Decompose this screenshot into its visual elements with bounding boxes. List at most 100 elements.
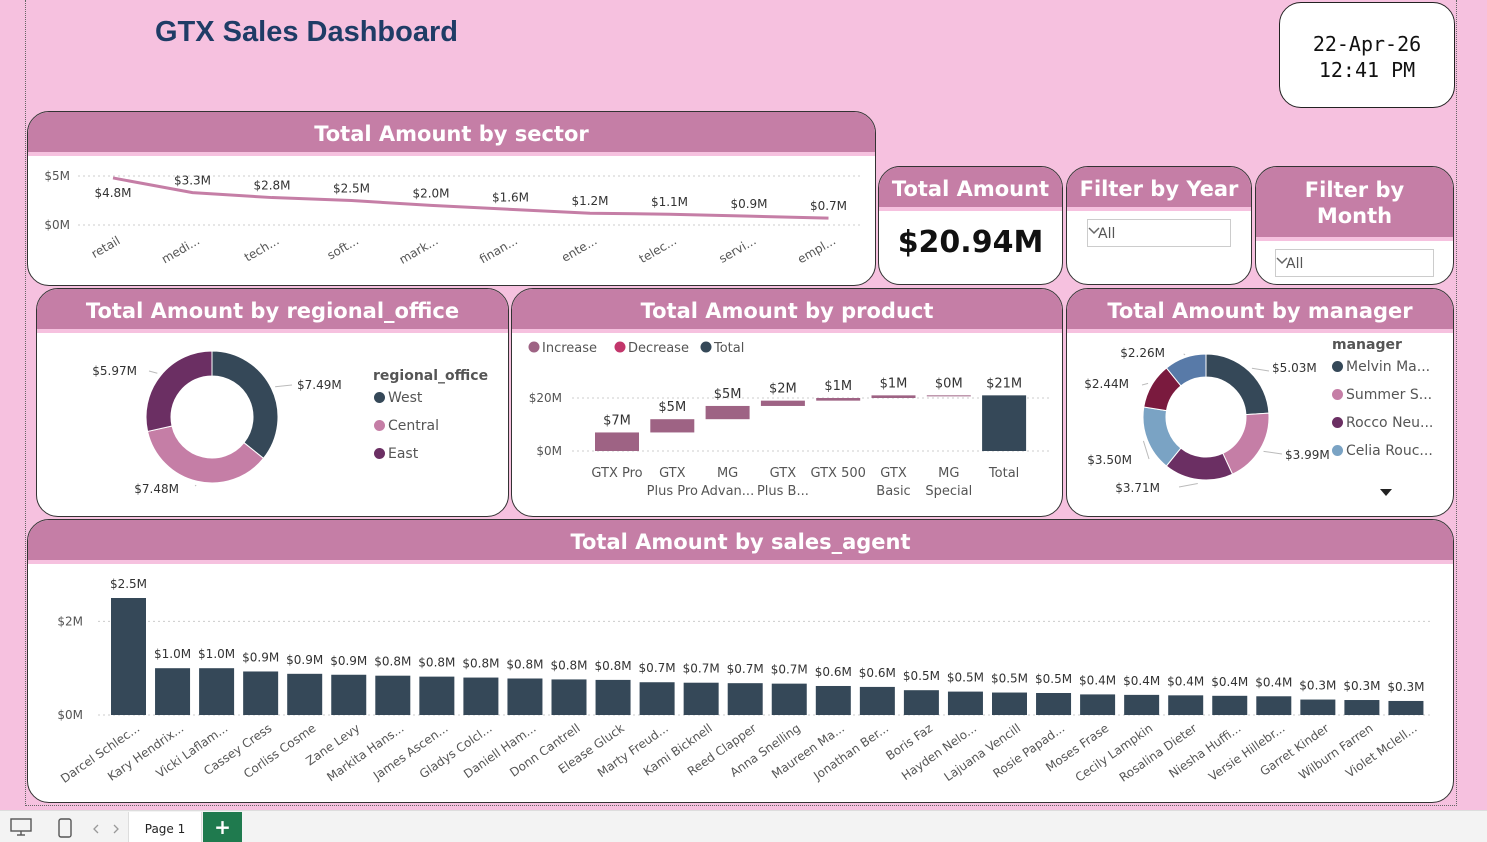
desktop-view-icon[interactable] <box>10 818 32 836</box>
month-dropdown[interactable]: All <box>1275 249 1434 277</box>
x-tick-label: servi... <box>716 233 758 265</box>
sector-chart-title: Total Amount by sector <box>28 112 875 156</box>
data-label: $5M <box>658 400 686 415</box>
manager-legend-item[interactable]: Rocco Neu... <box>1332 415 1433 431</box>
x-tick-label: finan... <box>477 233 520 266</box>
x-tick-label: mark... <box>397 233 441 266</box>
leader-line <box>275 384 293 388</box>
manager-chart-title: Total Amount by manager <box>1067 289 1453 333</box>
slice-label: $5.03M <box>1272 361 1317 375</box>
month-filter-title: Filter by Month <box>1256 167 1453 241</box>
x-tick-label: GTX Pro <box>591 466 642 481</box>
agent-bar <box>1080 694 1116 715</box>
sales-agent-chart-card[interactable]: Total Amount by sales_agent $2M $0M $2.5M D… <box>27 519 1454 803</box>
data-label: $0.4M <box>1167 674 1204 688</box>
agent-bar <box>199 668 235 715</box>
waterfall-bar <box>760 400 805 406</box>
data-label: $0.9M <box>730 197 767 211</box>
data-label: $1.0M <box>198 647 235 661</box>
manager-legend-item[interactable]: Celia Rouc... <box>1332 443 1433 459</box>
product-chart-card[interactable]: Total Amount by product Increase Decrease… <box>511 288 1063 517</box>
legend-item-central[interactable]: Central <box>374 418 439 434</box>
agent-bar <box>419 676 455 715</box>
legend-scroll-down-icon[interactable] <box>1380 489 1392 497</box>
leader-line <box>1263 450 1283 455</box>
page-tab-1[interactable]: Page 1 <box>128 812 202 842</box>
data-label: $0.6M <box>859 666 896 680</box>
year-filter-title: Filter by Year <box>1067 167 1251 211</box>
data-label: $0.7M <box>727 662 764 676</box>
data-label: $0.5M <box>991 672 1028 686</box>
chevron-down-icon <box>1276 257 1288 265</box>
sector-chart-card[interactable]: Total Amount by sector $5M $0M $4.8M retail… <box>27 111 876 286</box>
agent-bar <box>287 673 323 715</box>
manager-chart-card[interactable]: Total Amount by manager $5.03M $3.99M $3.7… <box>1066 288 1454 517</box>
legend-label: Melvin Ma... <box>1346 359 1431 375</box>
x-tick-label: telec... <box>637 233 679 266</box>
mobile-view-icon[interactable] <box>58 818 72 838</box>
slice-label: $5.97M <box>92 364 137 378</box>
legend-item-west[interactable]: West <box>374 390 422 406</box>
data-label: $2M <box>769 382 797 397</box>
data-label: $0.8M <box>418 656 455 670</box>
x-tick-label: medi... <box>159 233 202 266</box>
legend-dot <box>1332 389 1343 400</box>
agent-bar <box>155 668 191 715</box>
legend-item-east[interactable]: East <box>374 446 418 462</box>
legend-dot <box>374 392 385 403</box>
legend-label-increase: Increase <box>542 341 597 356</box>
leader-line <box>1251 367 1270 372</box>
agent-bar <box>1212 695 1248 715</box>
x-tick-label: Special <box>925 484 972 499</box>
y-tick-label: $0M <box>536 444 562 458</box>
slice-label: $7.48M <box>134 482 179 496</box>
waterfall-bar <box>982 395 1027 451</box>
data-label: $0.5M <box>947 671 984 685</box>
manager-legend-item[interactable]: Melvin Ma... <box>1332 359 1430 375</box>
data-label: $4.8M <box>94 186 131 200</box>
x-tick-label: empl... <box>795 233 838 266</box>
month-filter-title-line1: Filter by <box>1304 178 1405 202</box>
data-label: $2.0M <box>412 186 449 200</box>
x-tick-label: Hayden Nelo... <box>899 721 979 783</box>
month-filter-card: Filter by Month All <box>1255 166 1454 285</box>
agent-bar <box>727 683 763 715</box>
data-label: $1M <box>824 379 852 394</box>
waterfall-bar <box>705 405 750 420</box>
agent-bar <box>947 691 983 715</box>
x-tick-label: Basic <box>876 484 910 499</box>
year-dropdown[interactable]: All <box>1087 219 1231 247</box>
agent-bar <box>771 683 807 715</box>
agent-bar <box>1124 694 1160 715</box>
data-label: $0.3M <box>1343 679 1380 693</box>
x-tick-label: Versie Hillebr... <box>1206 721 1287 784</box>
legend-label-decrease: Decrease <box>628 341 689 356</box>
slice-label: $2.44M <box>1084 377 1129 391</box>
regional-office-chart-card[interactable]: Total Amount by regional_office $7.49M $7… <box>36 288 509 517</box>
legend-label-total: Total <box>713 341 744 356</box>
data-label: $0.3M <box>1387 680 1424 694</box>
x-tick-label: Lajuana Vencill <box>941 721 1023 784</box>
data-label: $0.3M <box>1299 679 1336 693</box>
data-label: $7M <box>603 413 631 428</box>
agent-bar <box>1344 700 1380 715</box>
agent-bar <box>1388 700 1424 715</box>
leader-line <box>1178 483 1198 488</box>
waterfall-bar <box>871 395 916 398</box>
data-label: $0.9M <box>330 654 367 668</box>
next-page-icon[interactable] <box>112 824 120 834</box>
product-chart-title: Total Amount by product <box>512 289 1062 333</box>
manager-legend-item[interactable]: Summer S... <box>1332 387 1432 403</box>
leader-line <box>148 370 158 374</box>
year-dropdown-value: All <box>1098 226 1116 242</box>
previous-page-icon[interactable] <box>92 824 100 834</box>
y-tick-label: $0M <box>57 708 83 722</box>
dashboard-title: GTX Sales Dashboard <box>155 16 458 48</box>
month-dropdown-value: All <box>1286 256 1304 272</box>
legend-label: Celia Rouc... <box>1346 443 1433 459</box>
data-label: $2.8M <box>253 179 290 193</box>
x-tick-label: Wilburn Farren <box>1296 721 1375 782</box>
data-label: $3.3M <box>174 174 211 188</box>
legend-dot-total <box>700 341 712 353</box>
add-page-button[interactable]: + <box>203 812 242 842</box>
